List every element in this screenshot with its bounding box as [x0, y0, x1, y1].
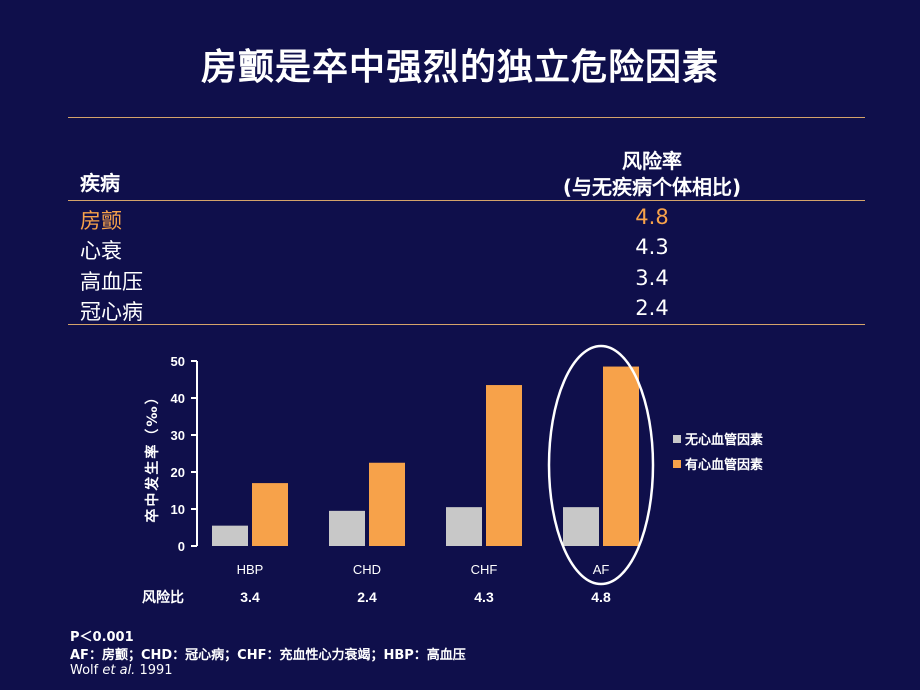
risk-ratio-value: 2.4 [357, 589, 377, 605]
y-tick-label: 40 [171, 391, 185, 406]
risk-ratio-value: 3.4 [240, 589, 260, 605]
stroke-incidence-chart: 0 10 20 30 40 50 卒中发生率（‰） HBP 3.4 CHD 2.4 CHF 4.3 AF 4… [142, 344, 763, 606]
y-tick-label: 30 [171, 428, 185, 443]
bar-af-series2 [603, 366, 639, 546]
bar-chf-series1 [446, 507, 482, 546]
y-tick-label: 10 [171, 502, 185, 517]
legend-swatch [673, 435, 681, 443]
x-tick-label: CHD [353, 562, 381, 577]
bar-af-series1 [563, 507, 599, 546]
af-highlight-ellipse [547, 344, 655, 586]
table-row-disease: 房颤 [80, 209, 122, 233]
table-bottom-rule [68, 324, 865, 325]
legend-label: 有心血管因素 [685, 457, 763, 473]
citation: Wolf et al. 1991 [70, 663, 173, 678]
bar-hbp-series1 [212, 525, 248, 546]
bar-chd-series2 [369, 462, 405, 546]
table-row-disease: 心衰 [80, 239, 122, 263]
table-row-ratio: 4.8 [635, 205, 669, 229]
risk-ratio-label: 风险比 [142, 589, 184, 606]
table-row-disease: 冠心病 [80, 300, 143, 324]
risk-ratio-value: 4.3 [474, 589, 494, 605]
table-row-ratio: 3.4 [635, 266, 669, 290]
table-header-ratio-line2: (与无疾病个体相比) [562, 175, 742, 199]
legend-swatch [673, 460, 681, 468]
table-row-ratio: 4.3 [635, 235, 669, 259]
legend-label: 无心血管因素 [684, 432, 763, 448]
y-axis-label: 卒中发生率（‰） [144, 388, 161, 522]
table-header-rule [68, 200, 865, 201]
table-header-ratio-line1: 风险率 [622, 149, 682, 173]
citation-etal: et al. [102, 663, 136, 678]
y-tick-label: 20 [171, 465, 185, 480]
p-value-note: P＜0.001 [70, 630, 134, 645]
y-tick-label: 0 [178, 539, 185, 554]
table-top-rule [68, 117, 865, 118]
citation-author: Wolf [70, 663, 103, 678]
citation-year: 1991 [135, 663, 173, 678]
bar-hbp-series2 [252, 483, 288, 546]
y-tick-label: 50 [171, 354, 185, 369]
x-tick-label: HBP [237, 562, 264, 577]
slide-title: 房颤是卒中强烈的独立危险因素 [200, 47, 719, 88]
abbreviation-note: AF：房颤；CHD：冠心病；CHF：充血性心力衰竭；HBP：高血压 [70, 648, 466, 663]
table-row-ratio: 2.4 [635, 296, 669, 320]
table-row-disease: 高血压 [80, 270, 143, 294]
bar-chf-series2 [486, 385, 522, 546]
table-header-disease: 疾病 [80, 171, 120, 195]
risk-ratio-value: 4.8 [591, 589, 611, 605]
x-tick-label: AF [593, 562, 610, 577]
bar-chd-series1 [329, 510, 365, 546]
x-tick-label: CHF [471, 562, 498, 577]
